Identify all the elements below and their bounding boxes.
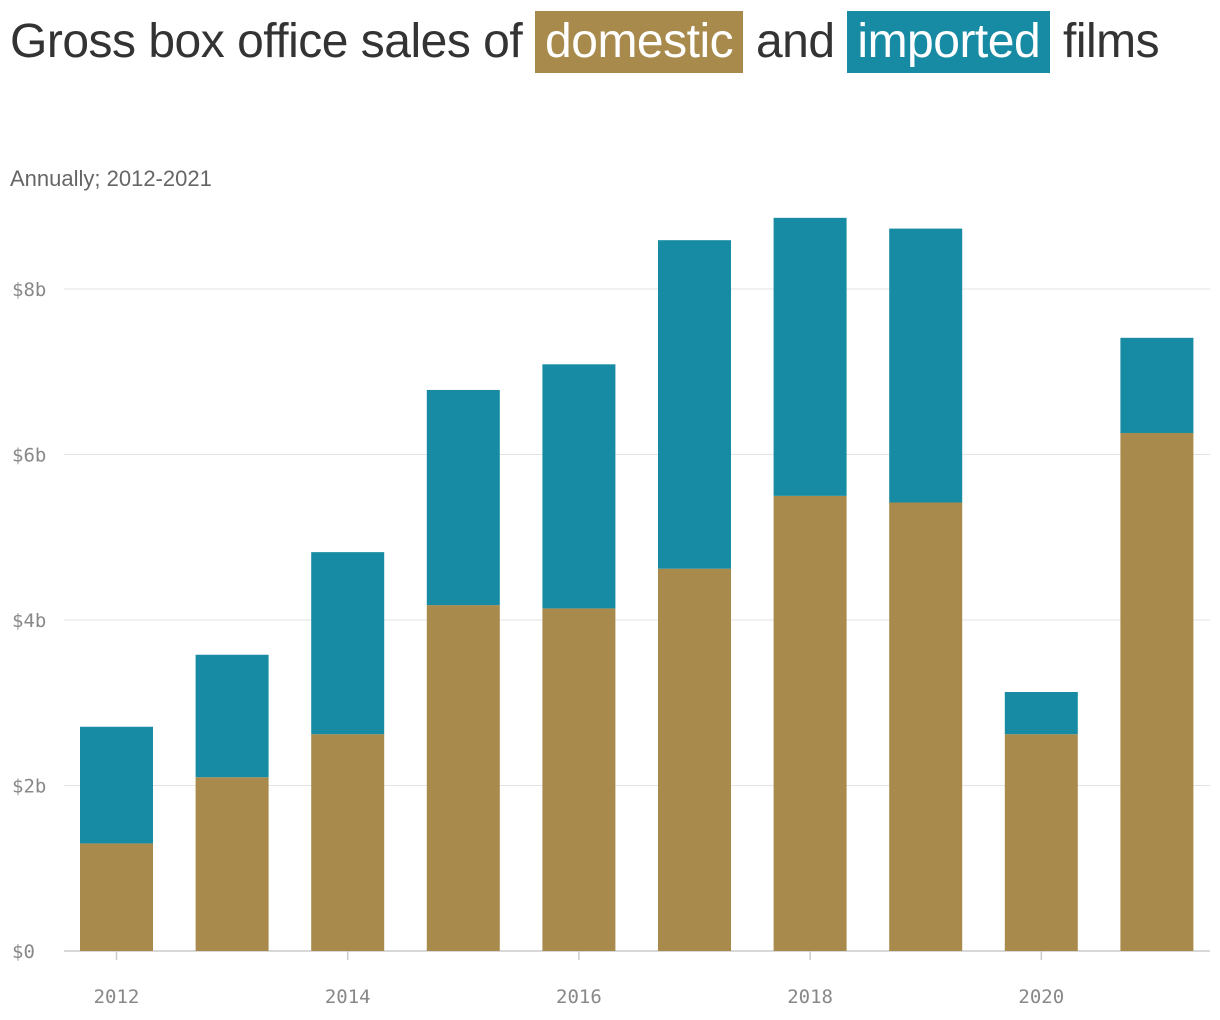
title-prefix: Gross box office sales of	[10, 15, 523, 68]
x-tick-label: 2020	[1018, 986, 1064, 1008]
y-tick-label: $6b	[12, 445, 46, 467]
bar-imported	[658, 240, 731, 569]
bar-domestic	[658, 568, 731, 951]
bar-imported	[311, 552, 385, 735]
bar-imported	[889, 228, 963, 503]
title-middle: and	[755, 15, 835, 68]
legend-domestic: domestic	[535, 11, 744, 73]
bar-imported	[426, 389, 500, 606]
bar-domestic	[773, 495, 847, 951]
y-tick-label: $0	[12, 941, 35, 963]
bar-domestic	[889, 502, 963, 951]
x-tick-label: 2014	[325, 986, 371, 1008]
bar-imported	[1004, 691, 1078, 735]
bar-domestic	[80, 843, 153, 951]
x-tick-label: 2012	[94, 986, 140, 1008]
bar-imported	[1120, 337, 1194, 433]
bar-domestic	[311, 734, 385, 951]
y-tick-label: $2b	[12, 776, 46, 798]
chart-title: Gross box office sales of domestic and i…	[10, 8, 1210, 76]
y-tick-label: $8b	[12, 279, 46, 301]
x-tick-label: 2016	[556, 986, 602, 1008]
bar-imported	[195, 654, 269, 778]
legend-imported: imported	[847, 11, 1051, 73]
bar-domestic	[195, 777, 269, 951]
chart-subtitle: Annually; 2012-2021	[10, 166, 212, 191]
bar-domestic	[1120, 432, 1194, 951]
bar-imported	[773, 217, 847, 496]
bar-domestic	[1004, 734, 1078, 951]
bar-imported	[80, 726, 153, 844]
bar-domestic	[542, 608, 616, 951]
x-tick-label: 2018	[787, 986, 833, 1008]
bar-imported	[542, 364, 616, 609]
title-suffix: films	[1063, 15, 1160, 68]
y-tick-label: $4b	[12, 610, 46, 632]
bar-domestic	[426, 605, 500, 951]
